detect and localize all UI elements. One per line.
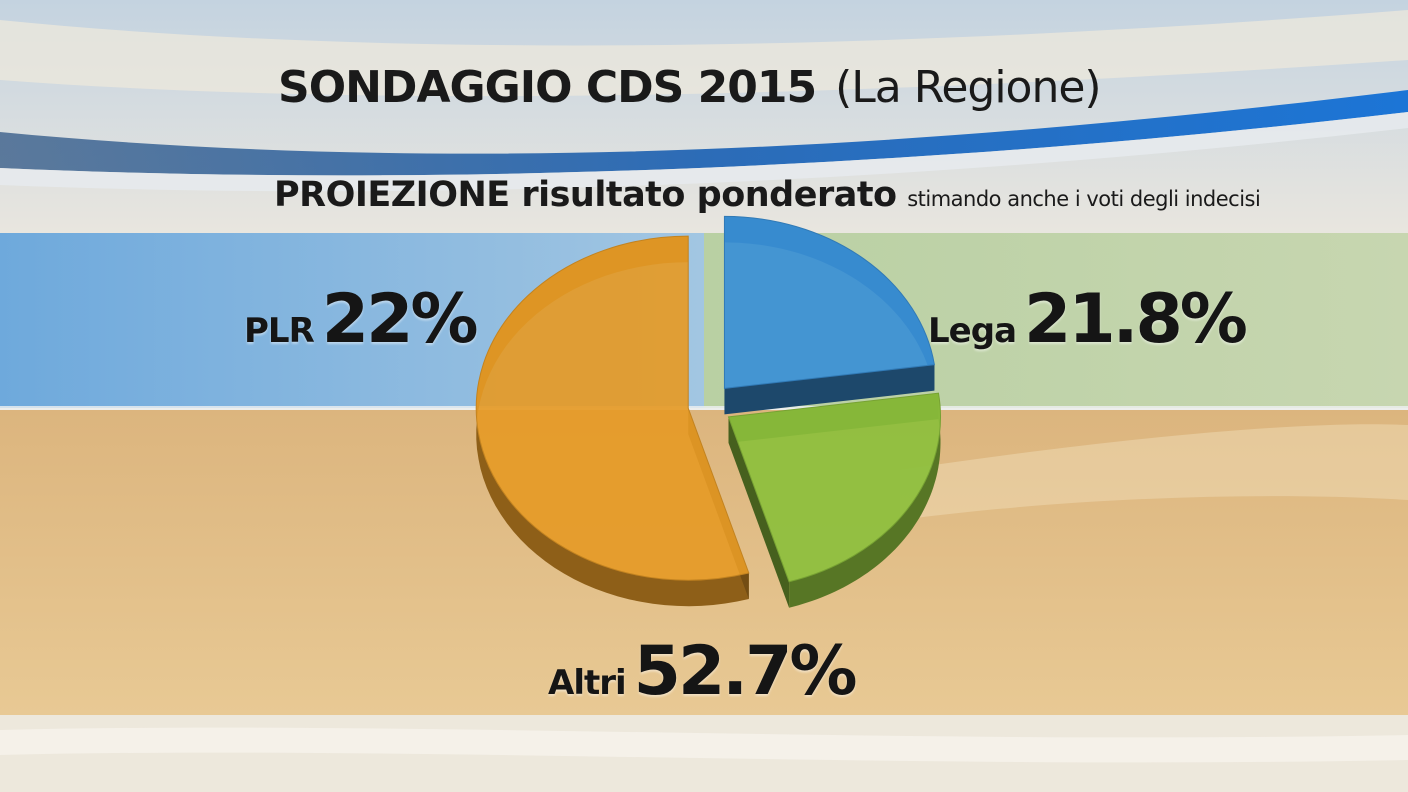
- slice-top-plr: [723, 215, 936, 389]
- slice-face-plr-1: [724, 364, 935, 415]
- title-source: (La Regione): [835, 62, 1101, 113]
- chart-subtitle: PROIEZIONE risultato ponderato stimando …: [274, 175, 1261, 215]
- subtitle-note: stimando anche i voti degli indecisi: [907, 187, 1261, 211]
- slice-value-altri: 52.7%: [633, 632, 858, 711]
- slice-top-altri: [475, 235, 750, 581]
- pie-slice-lega: [727, 392, 941, 608]
- page-title: SONDAGGIO CDS 2015 (La Regione): [278, 62, 1102, 122]
- slice-label-altri: Altri: [548, 663, 627, 703]
- slice-face-lega-1: [728, 416, 790, 608]
- pie-slice-plr: [723, 215, 936, 415]
- label-plr: PLR 22%: [244, 280, 479, 359]
- slice-wall-lega: [789, 393, 941, 608]
- title-main: SONDAGGIO CDS 2015: [278, 62, 817, 113]
- slice-value-plr: 22%: [321, 280, 479, 359]
- slice-top-lega: [727, 392, 941, 583]
- slice-label-plr: PLR: [244, 311, 315, 351]
- slice-label-lega: Lega: [928, 311, 1017, 351]
- subtitle-main: PROIEZIONE risultato ponderato: [274, 175, 897, 215]
- label-altri: Altri 52.7%: [548, 632, 858, 711]
- label-lega: Lega 21.8%: [928, 280, 1248, 359]
- pie-slice-altri: [475, 235, 750, 607]
- slice-value-lega: 21.8%: [1024, 280, 1248, 359]
